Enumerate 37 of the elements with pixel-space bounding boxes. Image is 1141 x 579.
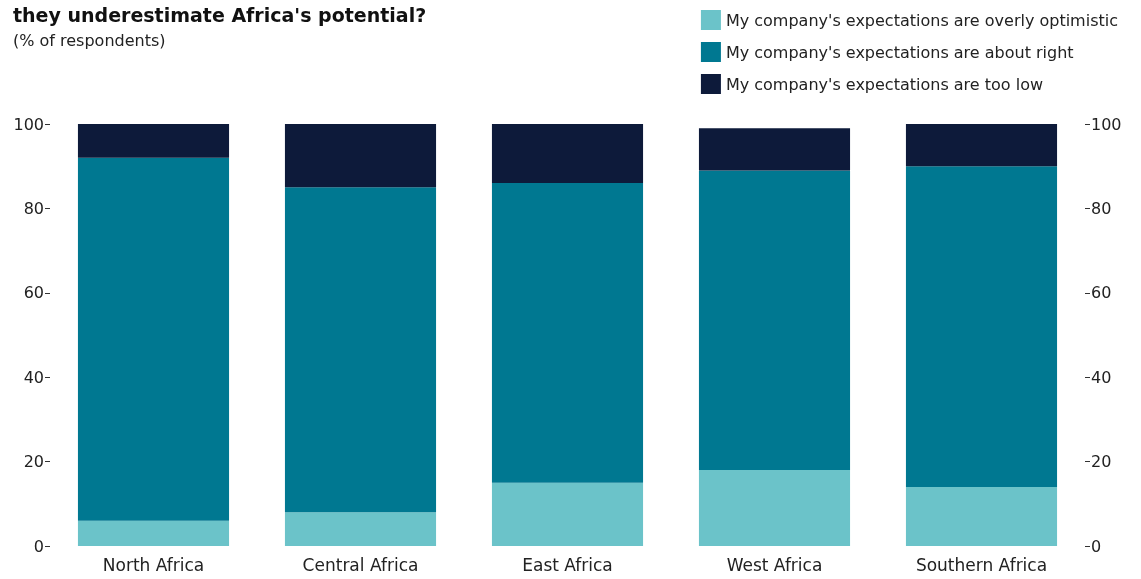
y-tick-label: 60 xyxy=(23,283,44,303)
y-tick-label: 80 xyxy=(23,198,44,218)
legend-label: My company's expectations are about right xyxy=(725,42,1074,62)
bar xyxy=(284,187,437,513)
bar xyxy=(698,470,851,546)
chart-subtitle: (% of respondents) xyxy=(13,30,166,50)
bar xyxy=(77,157,230,521)
bar xyxy=(905,486,1058,546)
y-tick-label: 100 xyxy=(13,114,44,134)
y-tick-label: 20 xyxy=(23,452,44,472)
y2-tick-label: 40 xyxy=(1091,367,1112,387)
y-tick-label: 40 xyxy=(23,367,44,387)
bar xyxy=(284,124,437,188)
bar xyxy=(284,512,437,546)
x-tick-label: Central Africa xyxy=(302,554,419,575)
y2-tick-label: 100 xyxy=(1091,114,1122,134)
bar xyxy=(905,166,1058,487)
x-tick-label: East Africa xyxy=(522,554,613,575)
legend-label: My company's expectations are too low xyxy=(725,74,1044,94)
x-tick-label: Southern Africa xyxy=(915,554,1048,575)
bar xyxy=(491,124,644,184)
bar xyxy=(491,482,644,546)
bar xyxy=(77,520,230,546)
bar xyxy=(77,124,230,158)
bar xyxy=(698,170,851,471)
legend-label: My company's expectations are overly optimistic xyxy=(725,10,1119,30)
x-tick-label: West Africa xyxy=(726,554,823,575)
x-tick-label: North Africa xyxy=(102,554,205,575)
y2-tick-label: 80 xyxy=(1091,198,1112,218)
bar xyxy=(905,124,1058,167)
chart-title: they underestimate Africa's potential? xyxy=(13,3,427,26)
bar xyxy=(698,128,851,171)
y2-tick-label: 20 xyxy=(1091,452,1112,472)
y-tick-label: 0 xyxy=(33,536,44,556)
y2-tick-label: 60 xyxy=(1091,283,1112,303)
y2-tick-label: 0 xyxy=(1091,536,1102,556)
bar xyxy=(491,183,644,483)
